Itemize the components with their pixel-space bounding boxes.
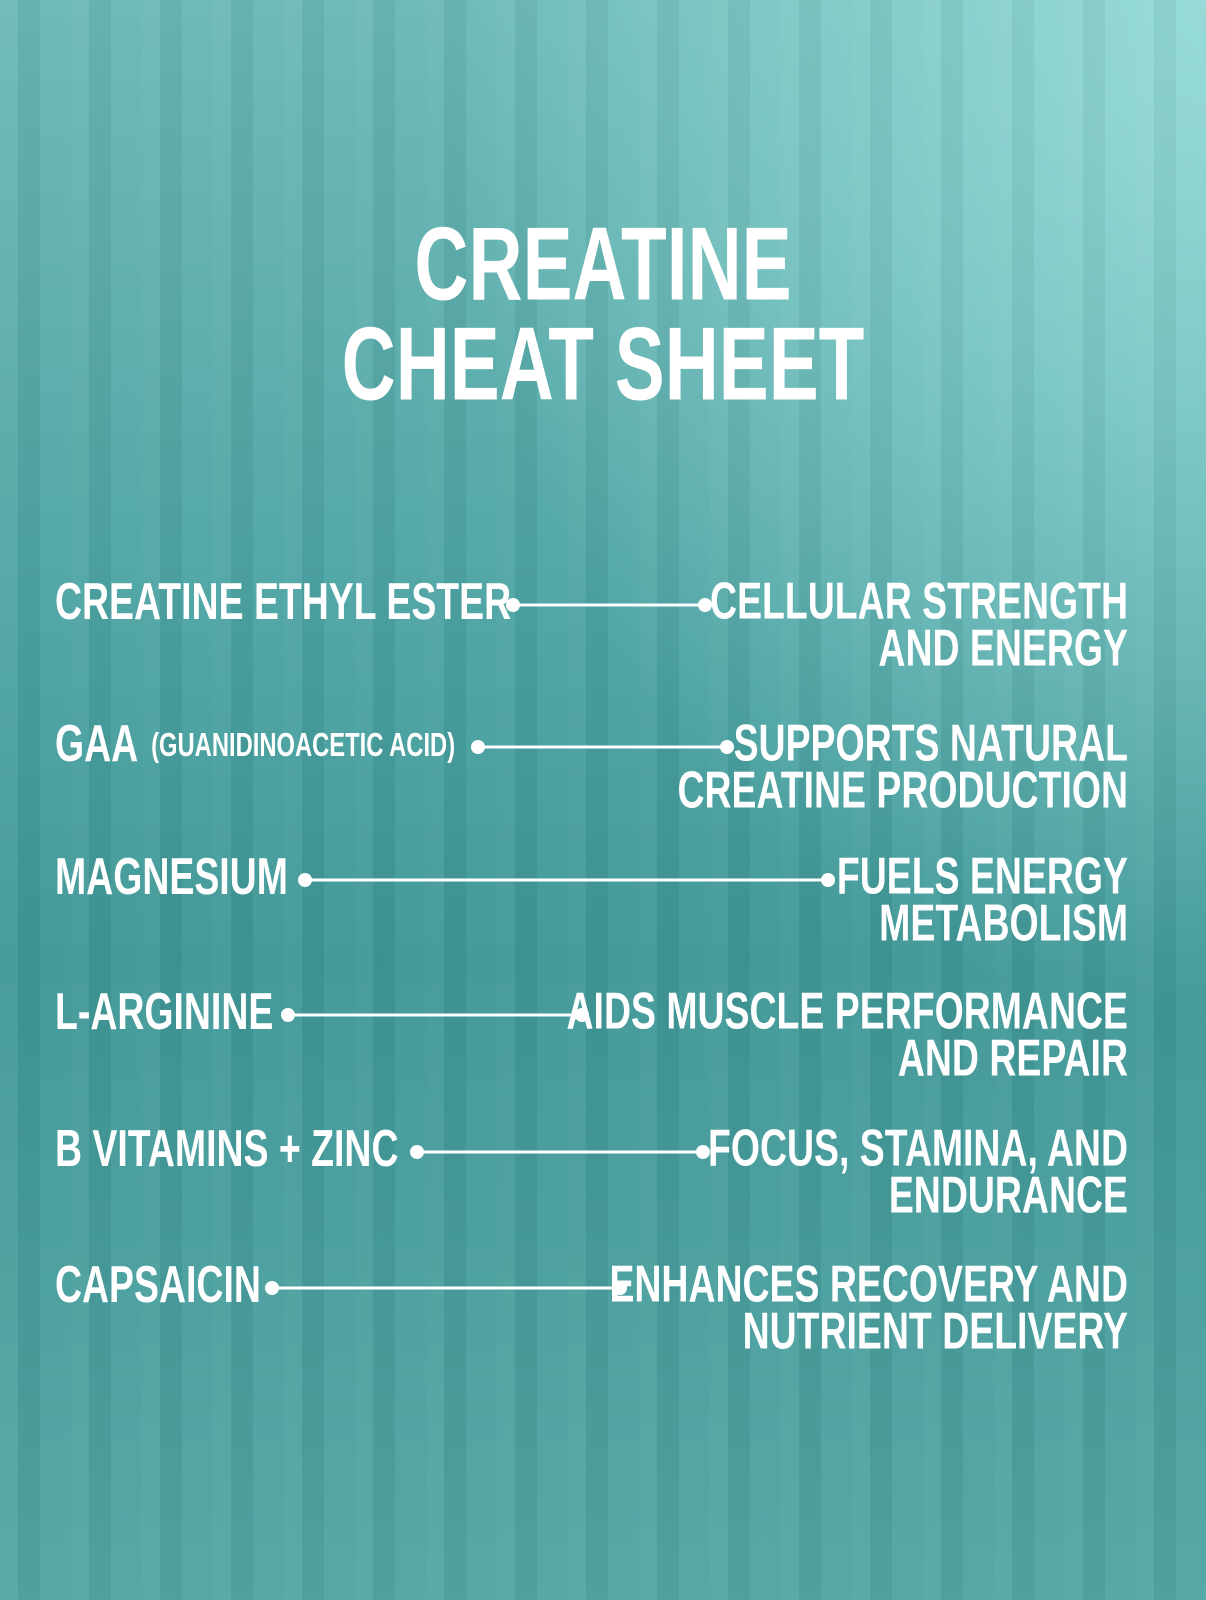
ingredient: GAA (55, 714, 138, 773)
ingredient-text: B VITAMINS + ZINC (55, 1119, 398, 1178)
benefit-line: METABOLISM (879, 894, 1128, 953)
ingredient: L-ARGININE (55, 982, 273, 1041)
benefit: ENHANCES RECOVERY AND (609, 1255, 1128, 1314)
ingredient-text: L-ARGININE (55, 982, 273, 1041)
ingredient-group: L-ARGININE (55, 982, 273, 1041)
ingredient-group: B VITAMINS + ZINC (55, 1119, 398, 1178)
ingredient: CAPSAICIN (55, 1255, 261, 1314)
benefit: CREATINE PRODUCTION (677, 761, 1128, 820)
benefit: CELLULAR STRENGTH (710, 572, 1128, 631)
title: CREATINE (414, 207, 791, 323)
benefit-line: AND REPAIR (898, 1029, 1128, 1088)
connector-dot (613, 1281, 627, 1295)
benefit: METABOLISM (879, 894, 1128, 953)
connector-dot (696, 1145, 710, 1159)
benefit-line: AND ENERGY (878, 619, 1128, 678)
benefit-line: NUTRIENT DELIVERY (743, 1302, 1128, 1361)
title-line: CREATINE (414, 207, 791, 323)
ingredient: B VITAMINS + ZINC (55, 1119, 398, 1178)
ingredient-text: GAA (GUANIDINOACETIC ACID) (55, 714, 455, 773)
benefit-line: SUPPORTS NATURAL (734, 714, 1128, 773)
title-line: CHEAT SHEET (342, 307, 865, 423)
connector-dot (575, 1008, 589, 1022)
connector-dot (698, 598, 712, 612)
ingredient: MAGNESIUM (55, 847, 288, 906)
benefit-line: AIDS MUSCLE PERFORMANCE (567, 982, 1128, 1041)
connector-dot (821, 873, 835, 887)
ingredient-text: MAGNESIUM (55, 847, 288, 906)
benefit-line: CREATINE PRODUCTION (677, 761, 1128, 820)
ingredient-group: GAA (GUANIDINOACETIC ACID) (55, 714, 455, 773)
connector-dot (298, 873, 312, 887)
benefit: FOCUS, STAMINA, AND (708, 1119, 1128, 1178)
ingredient: CREATINE ETHYL ESTER (55, 572, 511, 631)
ingredient-text: CAPSAICIN (55, 1255, 261, 1314)
benefit: FUELS ENERGY (837, 847, 1128, 906)
benefit: NUTRIENT DELIVERY (743, 1302, 1128, 1361)
connector-dot (281, 1008, 295, 1022)
ingredient-group: MAGNESIUM (55, 847, 288, 906)
benefit: AND REPAIR (898, 1029, 1128, 1088)
benefit: ENDURANCE (889, 1166, 1128, 1225)
ingredient-group: CAPSAICIN (55, 1255, 261, 1314)
benefit-line: FUELS ENERGY (837, 847, 1128, 906)
benefit-line: FOCUS, STAMINA, AND (708, 1119, 1128, 1178)
connector-dot (265, 1281, 279, 1295)
connector-dot (471, 740, 485, 754)
benefit: AIDS MUSCLE PERFORMANCE (567, 982, 1128, 1041)
benefit-line: ENHANCES RECOVERY AND (609, 1255, 1128, 1314)
benefit: AND ENERGY (878, 619, 1128, 678)
connector-dot (410, 1145, 424, 1159)
benefit-line: CELLULAR STRENGTH (710, 572, 1128, 631)
connector-dot (506, 598, 520, 612)
title: CHEAT SHEET (342, 307, 865, 423)
benefit: SUPPORTS NATURAL (734, 714, 1128, 773)
ingredient-text: CREATINE ETHYL ESTER (55, 572, 511, 631)
benefit-line: ENDURANCE (889, 1166, 1128, 1225)
ingredient-note: (GUANIDINOACETIC ACID) (151, 727, 455, 764)
connector-dot (720, 740, 734, 754)
ingredient-group: CREATINE ETHYL ESTER (55, 572, 511, 631)
